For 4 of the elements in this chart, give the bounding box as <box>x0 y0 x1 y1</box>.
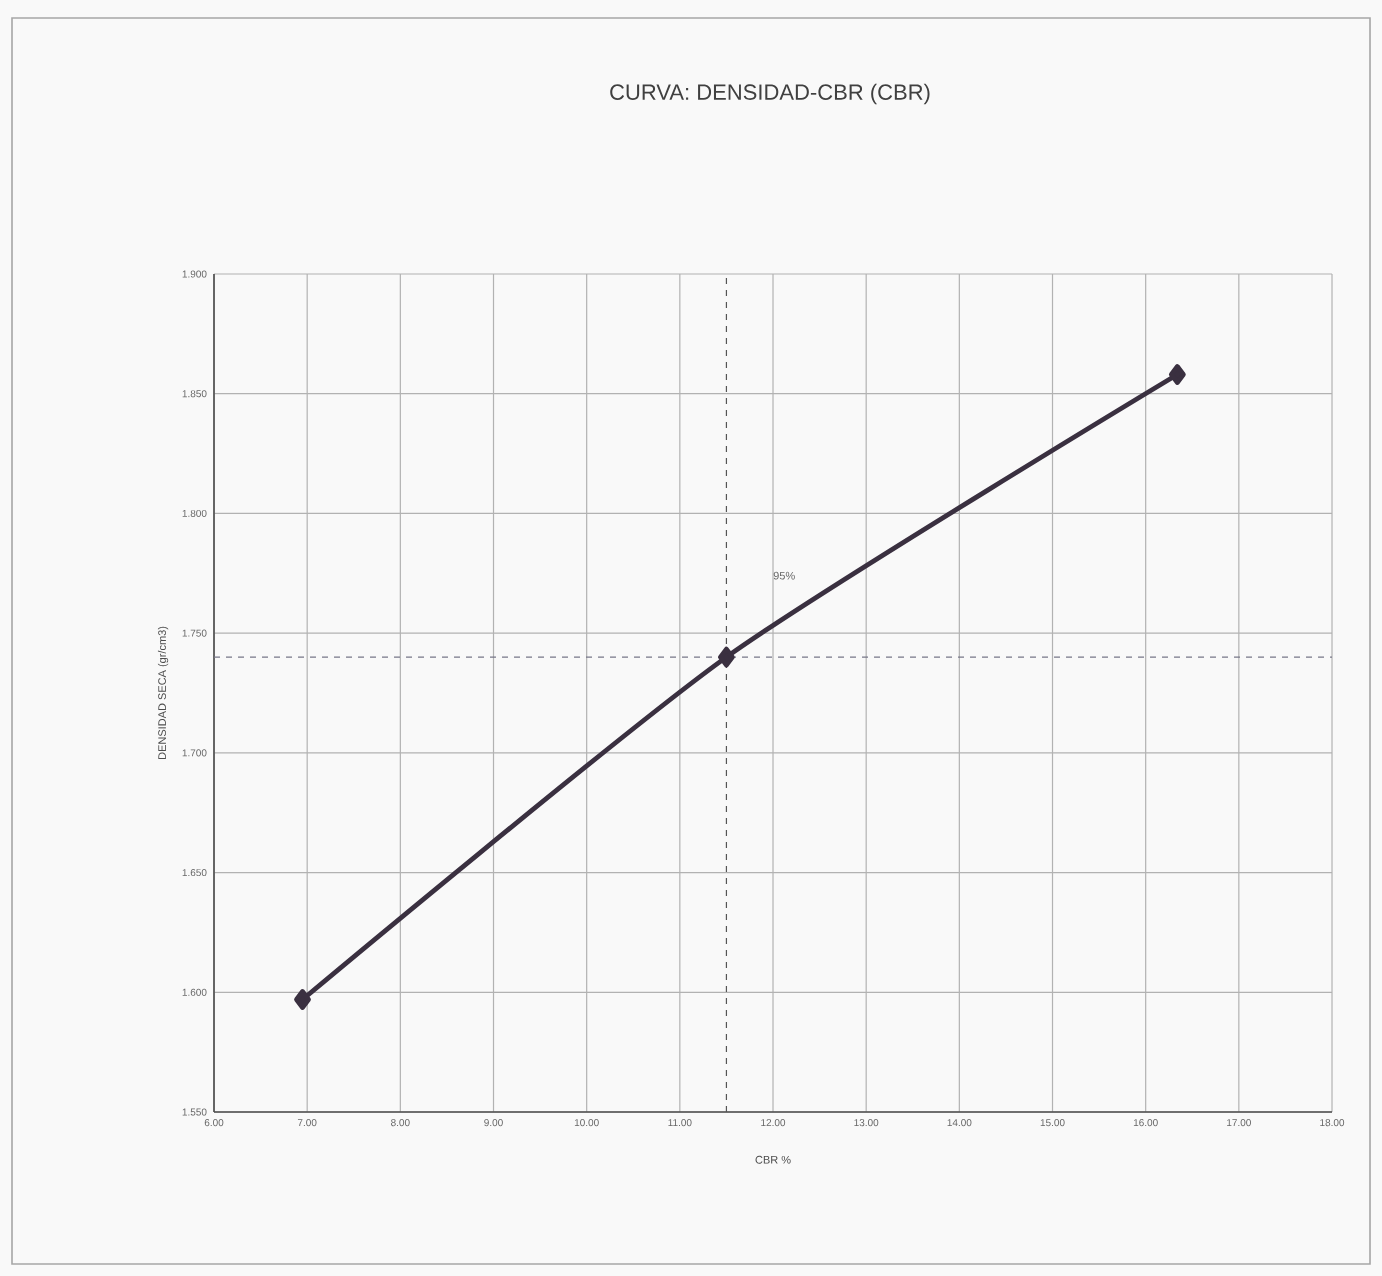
chart-title: CURVA: DENSIDAD-CBR (CBR) <box>610 83 930 105</box>
point <box>718 646 735 668</box>
point <box>294 989 311 1010</box>
point <box>1168 364 1186 385</box>
